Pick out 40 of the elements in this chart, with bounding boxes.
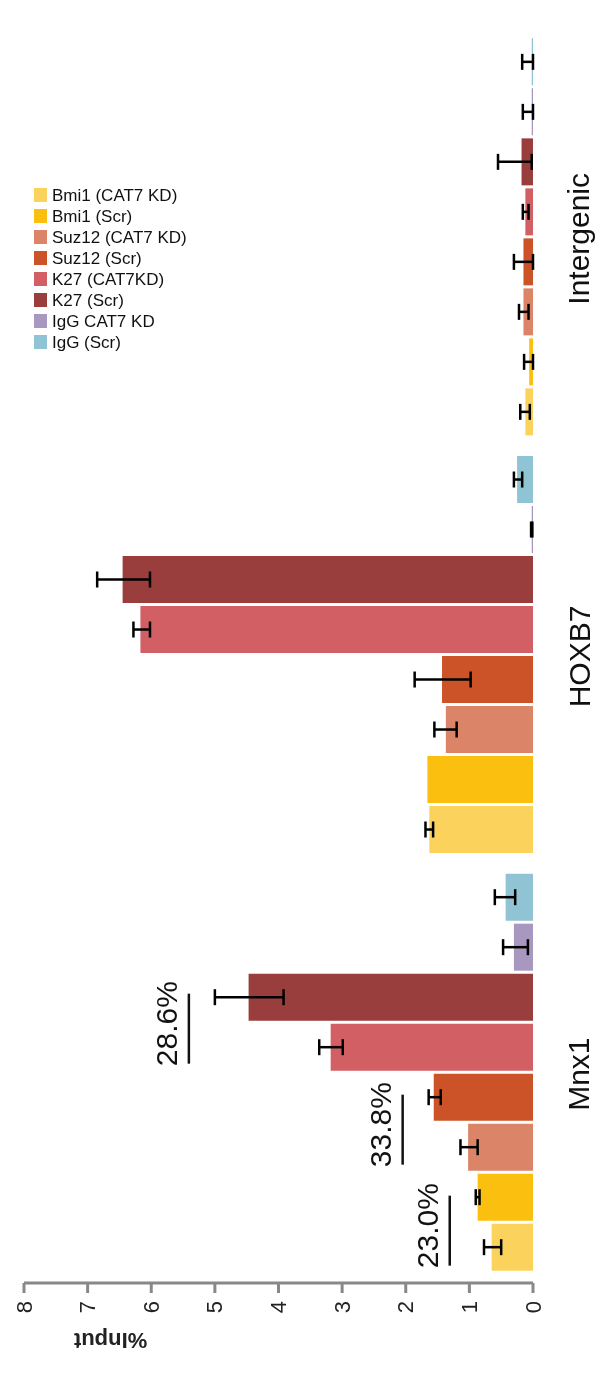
legend-label: Bmi1 (Scr): [52, 206, 133, 226]
x-tick-label: 2: [393, 1301, 419, 1314]
bar: [477, 1173, 533, 1221]
bar: [122, 556, 533, 604]
bar: [429, 806, 533, 854]
y-tick-label: HOXB7: [562, 605, 596, 708]
bar: [433, 1073, 533, 1121]
legend-label: K27 (Scr): [52, 290, 124, 310]
annotation: 33.8%: [364, 1082, 398, 1168]
y-tick-label: Intergenic: [562, 172, 596, 305]
legend-label: Suz12 (Scr): [52, 248, 142, 268]
bar: [513, 923, 533, 971]
bar: [442, 656, 533, 704]
annotation: 23.0%: [411, 1183, 445, 1269]
x-tick-label: 7: [75, 1301, 101, 1314]
bar: [140, 606, 533, 654]
legend-label: K27 (CAT7KD): [52, 269, 165, 289]
legend-label: Suz12 (CAT7 KD): [52, 227, 187, 247]
legend-label: Bmi1 (CAT7 KD): [52, 185, 178, 205]
x-tick-label: 0: [520, 1301, 546, 1314]
annotation: 28.6%: [150, 981, 184, 1067]
bar: [248, 973, 533, 1021]
bar: [517, 456, 533, 504]
x-tick-label: 5: [202, 1301, 228, 1314]
x-tick-label: 4: [266, 1301, 291, 1314]
bar: [427, 756, 533, 804]
legend-label: IgG CAT7 KD: [52, 311, 155, 331]
x-tick-label: 3: [329, 1301, 355, 1314]
bar: [445, 706, 533, 754]
bar: [505, 873, 533, 921]
y-tick-label: Mnx1: [562, 1037, 596, 1111]
legend-label: IgG (Scr): [52, 332, 121, 352]
bar: [330, 1023, 533, 1071]
x-tick-label: 1: [456, 1301, 482, 1314]
x-axis-title: %Input: [73, 1327, 148, 1353]
bar: [523, 238, 533, 286]
bar: [468, 1123, 533, 1171]
bar: [491, 1223, 533, 1271]
x-tick-label: 8: [11, 1301, 37, 1314]
x-tick-label: 6: [138, 1301, 164, 1314]
